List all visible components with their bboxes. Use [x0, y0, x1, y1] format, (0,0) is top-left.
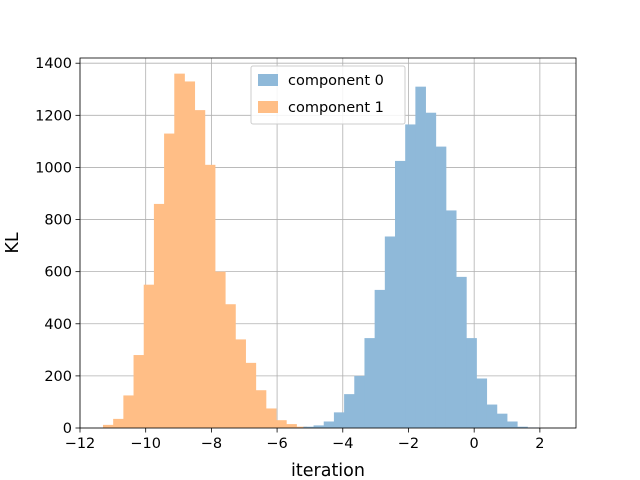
histogram-bar — [303, 426, 314, 428]
histogram-bar — [153, 203, 165, 428]
histogram-bar — [395, 160, 406, 428]
legend-box — [250, 65, 406, 125]
x-tick-label: −12 — [65, 436, 96, 452]
y-tick-label: 600 — [44, 265, 72, 281]
histogram-bar — [344, 394, 355, 428]
histogram-bar — [364, 338, 376, 428]
histogram-bar — [476, 378, 488, 428]
x-tick-label: 0 — [470, 436, 479, 452]
histogram-bar — [276, 420, 287, 428]
histogram-bar — [374, 289, 386, 428]
histogram-bar — [313, 425, 325, 428]
histogram-bar — [415, 86, 426, 428]
histogram-bar — [435, 146, 447, 428]
histogram-bar — [204, 164, 216, 428]
y-tick-label: 0 — [63, 421, 72, 437]
x-tick-label: −8 — [201, 436, 222, 452]
histogram-bar — [194, 110, 206, 429]
histogram-bar — [517, 426, 528, 428]
histogram-bars — [102, 73, 538, 429]
histogram-bar — [496, 413, 508, 428]
histogram-bar — [466, 338, 477, 428]
histogram-bar — [255, 390, 267, 428]
histogram-bar — [507, 421, 518, 428]
legend-label-component-0: component 0 — [288, 73, 384, 89]
x-tick-label: −4 — [332, 436, 353, 452]
x-tick-label: −6 — [266, 436, 287, 452]
y-axis-label: KL — [3, 232, 23, 253]
histogram-bar — [123, 395, 134, 428]
axis-ticks: −12 −10 −8 −6 −4 −2 0 2 0 200 400 600 800 1000 1200 140… — [35, 56, 544, 452]
histogram-bar — [235, 339, 246, 428]
histogram-bar — [102, 424, 114, 428]
y-tick-label: 1200 — [35, 108, 72, 124]
histogram-bar — [456, 276, 467, 428]
histogram-bar — [265, 408, 277, 428]
legend-swatch-component-0 — [258, 74, 278, 86]
x-tick-label: 2 — [535, 436, 544, 452]
histogram-bar — [323, 421, 335, 428]
legend: component 0 component 1 — [250, 65, 406, 125]
histogram-bar — [354, 375, 365, 428]
legend-swatch-component-1 — [258, 101, 278, 113]
y-tick-label: 1400 — [35, 56, 72, 72]
x-tick-label: −10 — [130, 436, 161, 452]
histogram-bar — [245, 362, 257, 428]
histogram-bar — [113, 418, 124, 428]
legend-label-component-1: component 1 — [288, 100, 384, 116]
y-tick-label: 400 — [44, 317, 72, 333]
histogram-bar — [286, 424, 297, 428]
histogram-bar — [143, 284, 155, 428]
y-tick-label: 200 — [44, 369, 72, 385]
y-tick-label: 1000 — [35, 160, 72, 176]
histogram-bar — [425, 112, 437, 428]
histogram-bar — [133, 355, 145, 428]
histogram-bar — [164, 133, 175, 428]
histogram-bar — [184, 81, 196, 428]
histogram-bar — [384, 236, 396, 428]
histogram-bar — [225, 304, 236, 428]
x-tick-label: −2 — [398, 436, 419, 452]
histogram-bar — [174, 73, 185, 429]
y-tick-label: 800 — [44, 213, 72, 229]
histogram-bar — [405, 124, 416, 428]
x-axis-label: iteration — [291, 461, 365, 480]
histogram-bar — [215, 271, 226, 428]
histogram-bar — [445, 210, 457, 428]
plot-frame — [79, 57, 577, 429]
histogram-bar — [333, 412, 345, 428]
histogram-bar — [296, 426, 308, 428]
histogram-bar — [486, 404, 498, 428]
